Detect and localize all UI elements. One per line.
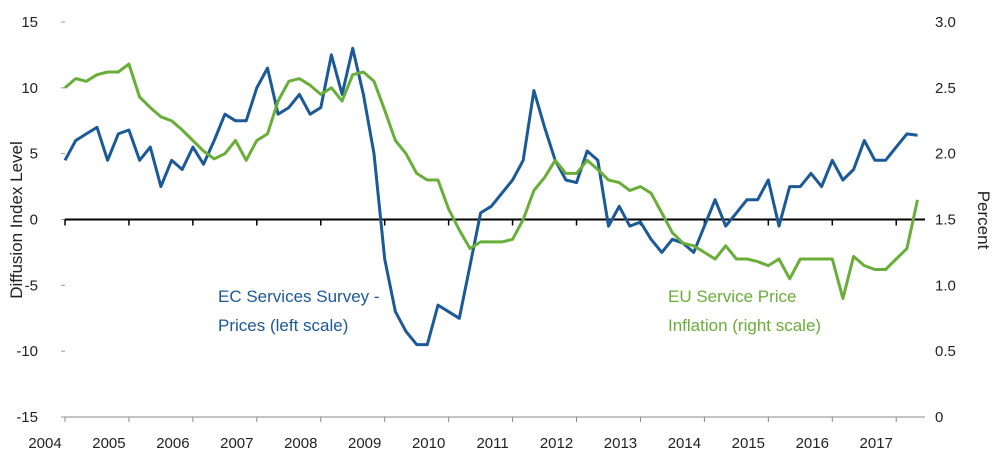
series-label: EC Services Survey - [218,287,380,306]
y2-axis-label: Percent [974,191,993,250]
series-line [63,46,918,347]
x-tick-label: 2004 [28,435,61,452]
y-axis-label: Diffusion Index Level [7,141,26,299]
x-tick-label: 2016 [796,435,829,452]
x-tick-label: 2008 [284,435,317,452]
x-tick-label: 2015 [732,435,765,452]
x-tick-label: 2007 [220,435,253,452]
y-tick-label: 0 [30,212,38,229]
y2-tick-label: 1.5 [935,212,956,229]
x-tick-label: 2014 [668,435,701,452]
x-tick-label: 2006 [156,435,189,452]
x-tick-label: 2011 [476,435,508,452]
x-tick-label: 2013 [604,435,637,452]
y-tick-label: 5 [30,146,38,163]
x-tick-label: 2010 [412,435,445,452]
y2-tick-label: 0.5 [935,343,956,360]
y2-tick-label: 2.0 [935,146,956,163]
x-tick-label: 2005 [92,435,125,452]
x-tick-label: 2009 [348,435,381,452]
y2-tick-label: 3.0 [935,14,956,31]
series-label: EU Service Price [668,287,796,306]
y2-tick-label: 0 [935,409,943,426]
y-tick-label: 15 [21,14,38,31]
y-tick-label: -5 [25,277,38,294]
series-label: Prices (left scale) [218,316,348,335]
y-tick-label: -10 [16,343,38,360]
y-tick-label: -15 [16,409,38,426]
series-line [64,62,919,300]
y2-tick-label: 2.5 [935,80,956,97]
y-tick-label: 10 [21,80,38,97]
x-tick-label: 2012 [540,435,573,452]
x-tick-label: 2017 [860,435,893,452]
y2-tick-label: 1.0 [935,277,956,294]
series-label: Inflation (right scale) [668,316,821,335]
